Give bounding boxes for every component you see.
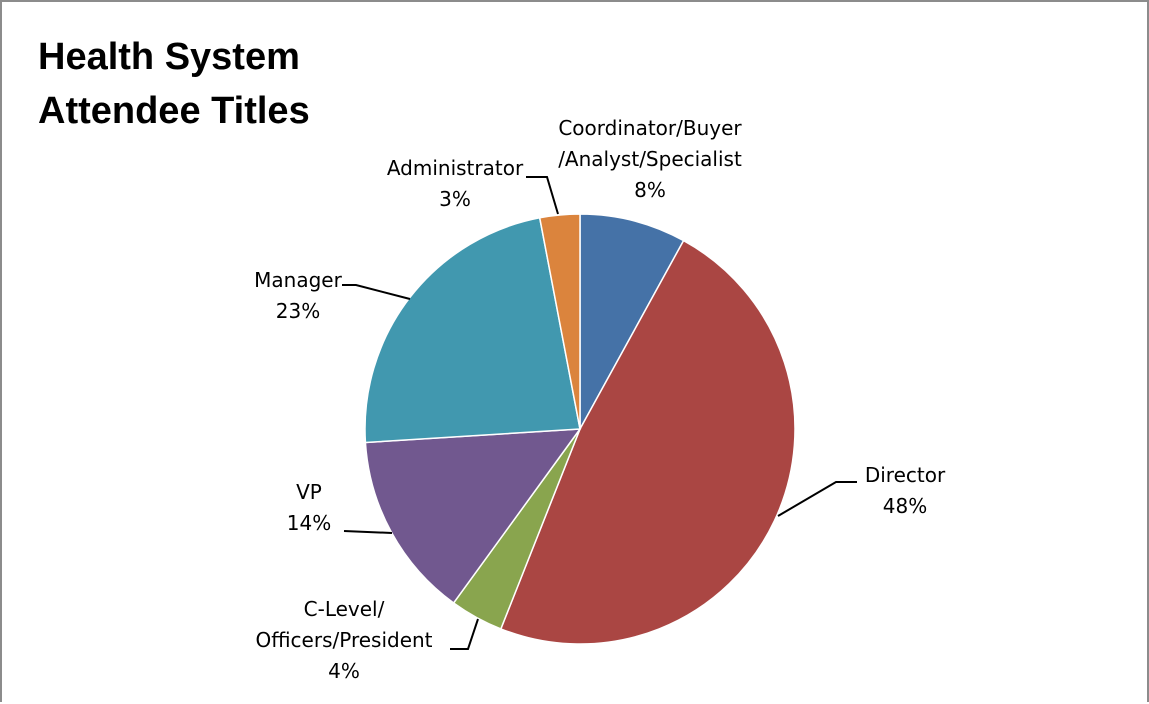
data-label-category: C-Level/ bbox=[304, 597, 385, 621]
data-label: C-Level/Officers/President 4% bbox=[255, 597, 432, 683]
data-label-category: /Analyst/Specialist bbox=[558, 147, 742, 171]
data-label-category: VP bbox=[296, 480, 322, 504]
data-label: Director 48% bbox=[865, 463, 946, 518]
data-label-category: Officers/President bbox=[255, 628, 432, 652]
leader-line bbox=[342, 284, 411, 300]
leader-line bbox=[777, 481, 857, 517]
data-label-category: Coordinator/Buyer bbox=[558, 116, 742, 140]
data-label: Manager 23% bbox=[254, 268, 342, 323]
data-label: VP 14% bbox=[287, 480, 331, 535]
leader-line bbox=[450, 618, 479, 650]
data-label-percent: 8% bbox=[634, 178, 666, 202]
data-label: Coordinator/Buyer/Analyst/Specialist 8% bbox=[558, 116, 742, 202]
leader-lines bbox=[342, 176, 857, 650]
leader-line bbox=[526, 176, 559, 215]
data-labels: Coordinator/Buyer/Analyst/Specialist 8% Di… bbox=[254, 116, 946, 683]
leader-line bbox=[343, 530, 393, 534]
pie-slice-administrator bbox=[538, 213, 581, 430]
pie-slice-director bbox=[499, 239, 796, 645]
data-label-percent: 3% bbox=[439, 187, 471, 211]
pie-slice-coordinator-buyer-analyst-specialist bbox=[579, 213, 685, 430]
data-label-percent: 4% bbox=[328, 659, 360, 683]
chart-title: Health System Attendee Titles bbox=[38, 36, 310, 132]
data-label: Administrator 3% bbox=[387, 156, 524, 211]
data-label-category: Manager bbox=[254, 268, 342, 292]
pie-slices bbox=[364, 213, 796, 645]
data-label-percent: 48% bbox=[883, 494, 927, 518]
data-label-category: Director bbox=[865, 463, 946, 487]
pie-slice-manager bbox=[364, 216, 581, 444]
data-label-category: Administrator bbox=[387, 156, 524, 180]
data-label-percent: 23% bbox=[276, 299, 320, 323]
data-label-percent: 14% bbox=[287, 511, 331, 535]
